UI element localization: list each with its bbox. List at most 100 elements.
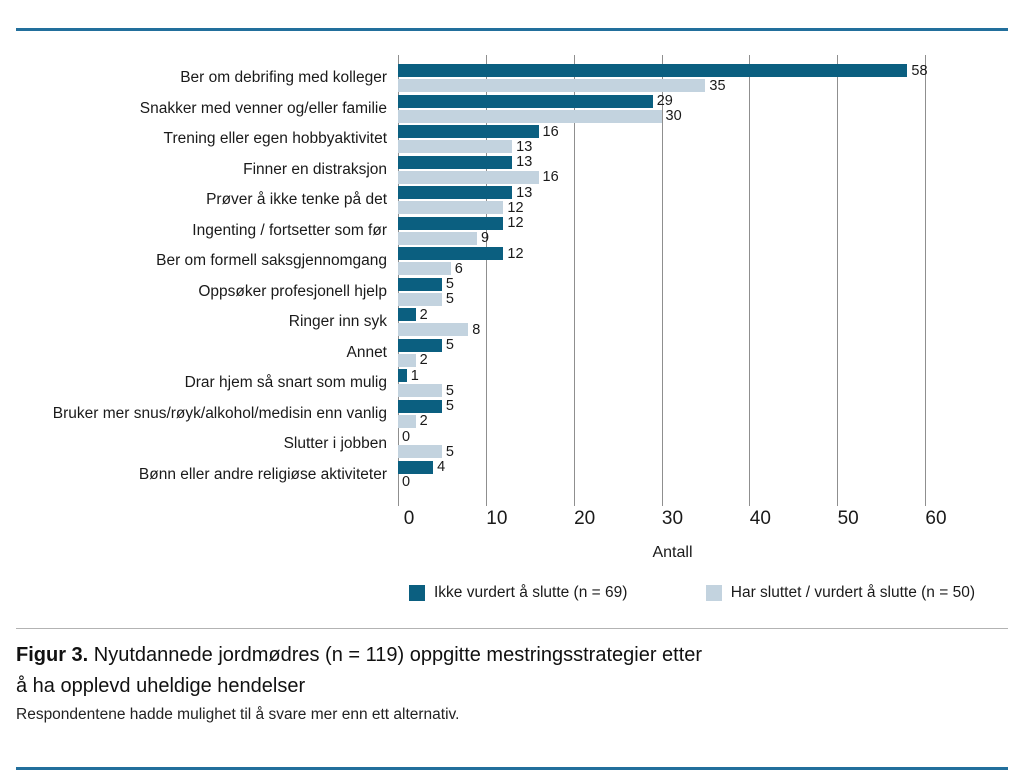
legend-swatch-dark xyxy=(409,585,425,601)
value-label: 5 xyxy=(445,382,454,399)
bar-line: 5 xyxy=(398,443,925,460)
category-label: Snakker med venner og/eller familie xyxy=(139,99,387,117)
bar-line: 5 xyxy=(398,276,925,293)
category-label: Ringer inn syk xyxy=(288,313,387,331)
value-label: 5 xyxy=(445,276,454,293)
value-label: 9 xyxy=(481,230,490,247)
bar-line: 2 xyxy=(398,413,925,429)
category-label: Oppsøker profesjonell hjelp xyxy=(198,282,387,300)
value-label: 35 xyxy=(709,77,726,94)
value-label: 2 xyxy=(419,306,428,323)
bar-line: 35 xyxy=(398,77,925,94)
bar-quit-or-considered xyxy=(398,109,662,123)
bar-line: 2 xyxy=(398,306,925,323)
bar-line: 12 xyxy=(398,246,925,262)
bar-quit-or-considered xyxy=(398,79,706,93)
category-label: Ber om debrifing med kolleger xyxy=(180,69,387,87)
value-label: 0 xyxy=(402,474,411,491)
figure-note: Respondentene hadde mulighet til å svare… xyxy=(16,706,460,723)
top-rule xyxy=(16,28,1008,31)
legend-label: Har sluttet / vurdert å slutte (n = 50) xyxy=(730,584,975,601)
bar-line: 5 xyxy=(398,291,925,307)
value-label: 5 xyxy=(445,337,454,354)
value-label: 12 xyxy=(507,215,524,232)
plot-area: 58 35 29 30 16 13 13 16 13 12 12 9 12 6 5 5 2 8 5 2 1 5 5 2 0 5 4 0 xyxy=(398,55,928,506)
bar-line: 5 xyxy=(398,337,925,354)
bar-quit-or-considered xyxy=(398,384,442,398)
bar-line: 9 xyxy=(398,230,925,247)
category-label: Bruker mer snus/røyk/alkohol/medisin enn… xyxy=(52,404,387,422)
bar-line: 5 xyxy=(398,382,925,399)
bar-line: 13 xyxy=(398,139,925,155)
figure-number: Figur 3. xyxy=(16,644,89,666)
figure-title-line1: Nyutdannede jordmødres (n = 119) oppgitt… xyxy=(93,644,703,666)
value-label: 30 xyxy=(665,108,682,125)
value-label: 2 xyxy=(419,352,428,369)
bar-group: 13 12 xyxy=(398,185,925,216)
bar-quit-or-considered xyxy=(398,323,469,337)
x-tick-label: 10 xyxy=(486,508,508,529)
x-tick-label: 40 xyxy=(749,508,771,529)
x-axis: 0 10 20 30 40 50 60 xyxy=(404,508,947,532)
bar-line: 0 xyxy=(398,428,925,445)
value-label: 5 xyxy=(445,443,454,460)
bar-quit-or-considered xyxy=(398,201,504,215)
bar-line: 16 xyxy=(398,169,925,186)
category-label: Slutter i jobben xyxy=(283,435,387,453)
bar-line: 12 xyxy=(398,215,925,232)
value-label: 0 xyxy=(402,428,411,445)
legend-label: Ikke vurdert å slutte (n = 69) xyxy=(434,584,628,601)
category-label: Annet xyxy=(346,343,387,361)
bar-not-considered-quitting xyxy=(398,369,407,383)
bar-not-considered-quitting xyxy=(398,277,442,291)
x-tick-label: 0 xyxy=(403,508,415,529)
bar-group: 16 13 xyxy=(398,124,925,155)
x-tick-label: 30 xyxy=(661,508,684,529)
bar-line: 29 xyxy=(398,93,925,109)
bar-not-considered-quitting xyxy=(398,216,504,230)
gridline xyxy=(485,55,487,506)
bar-quit-or-considered xyxy=(398,353,416,367)
value-label: 13 xyxy=(516,154,533,171)
bar-line: 13 xyxy=(398,184,925,201)
bar-group: 12 9 xyxy=(398,215,925,247)
bar-not-considered-quitting xyxy=(398,186,513,200)
category-label: Drar hjem så snart som mulig xyxy=(184,374,387,392)
value-label: 8 xyxy=(472,321,481,338)
value-label: 5 xyxy=(445,398,454,415)
bar-not-considered-quitting xyxy=(398,64,908,78)
bar-line: 2 xyxy=(398,352,925,369)
bar-quit-or-considered xyxy=(398,231,478,245)
bar-line: 13 xyxy=(398,154,925,171)
legend: Ikke vurdert å slutte (n = 69) Har slutte… xyxy=(409,584,975,602)
gridline xyxy=(661,55,663,506)
value-label: 13 xyxy=(516,184,533,201)
bar-not-considered-quitting xyxy=(398,399,442,413)
category-label: Finner en distraksjon xyxy=(243,160,387,178)
value-label: 12 xyxy=(507,199,524,216)
x-tick-label: 60 xyxy=(925,508,947,529)
bar-chart: Ber om debrifing med kolleger Snakker med… xyxy=(16,55,1008,602)
category-label: Bønn eller andre religiøse aktiviteter xyxy=(138,465,387,483)
bar-not-considered-quitting xyxy=(398,308,416,322)
x-axis-title: Antall xyxy=(652,544,693,561)
gridline xyxy=(749,55,751,506)
gridline xyxy=(573,55,575,506)
value-label: 58 xyxy=(911,62,928,79)
bar-not-considered-quitting xyxy=(398,460,434,474)
bar-line: 0 xyxy=(398,474,925,491)
bar-line: 8 xyxy=(398,321,925,338)
legend-item: Har sluttet / vurdert å slutte (n = 50) xyxy=(705,584,975,602)
gridline xyxy=(837,55,839,506)
category-label: Ingenting / fortsetter som før xyxy=(192,221,387,239)
category-label: Ber om formell saksgjennomgang xyxy=(156,252,387,270)
value-label: 16 xyxy=(542,169,559,186)
x-tick-label: 20 xyxy=(574,508,596,529)
bar-group: 29 30 xyxy=(398,93,925,125)
value-label: 4 xyxy=(437,459,446,476)
